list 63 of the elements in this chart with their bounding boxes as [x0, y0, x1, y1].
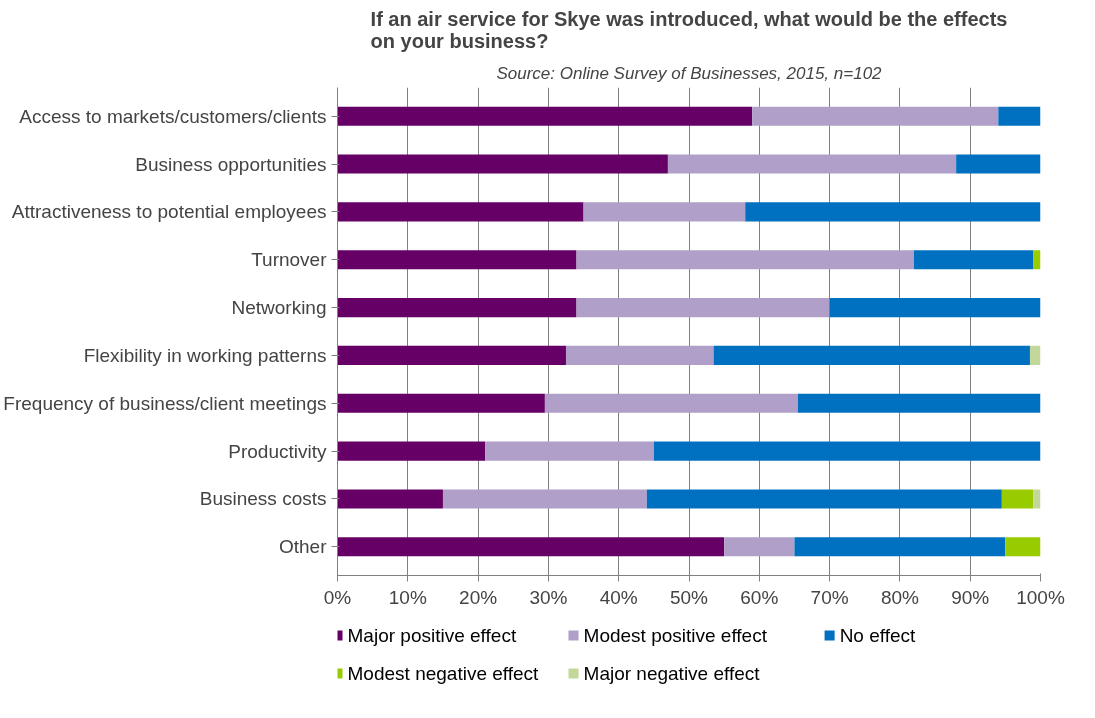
bar: [337, 298, 577, 318]
legend-label: Major negative effect: [583, 663, 761, 684]
y-tick-label: Business opportunities: [135, 153, 327, 175]
legend-label: Major positive effect: [347, 625, 517, 646]
bar: [337, 537, 725, 557]
bar: [337, 489, 443, 509]
bar: [485, 441, 654, 461]
bar: [1005, 537, 1041, 557]
y-tick-label: Attractiveness to potential employees: [11, 201, 327, 223]
bar: [337, 393, 545, 413]
bar: [337, 154, 668, 174]
y-tick-label: Flexibility in working patterns: [83, 344, 327, 366]
y-tick-label: Frequency of business/client meetings: [3, 392, 327, 414]
bar: [724, 537, 795, 557]
x-tick-label: 80%: [880, 586, 920, 608]
bar: [797, 393, 1041, 413]
bar: [442, 489, 647, 509]
bar: [337, 441, 486, 461]
bar: [1001, 489, 1034, 509]
bar: [646, 489, 1002, 509]
x-tick-label: 90%: [951, 586, 990, 608]
chart-title: If an air service for Skye was introduced, what would be the effects on your business?: [370, 7, 1008, 52]
bar: [956, 154, 1041, 174]
bar: [576, 250, 914, 270]
x-tick-label: 0%: [323, 586, 352, 608]
bar: [1033, 489, 1041, 509]
bar: [752, 106, 999, 126]
bar: [337, 106, 753, 126]
bar: [576, 298, 830, 318]
bar: [1033, 250, 1041, 270]
bar: [713, 345, 1030, 365]
y-tick-label: Business costs: [199, 488, 327, 510]
x-tick-label: 30%: [529, 586, 568, 608]
bar: [337, 345, 566, 365]
legend-label: Modest negative effect: [347, 663, 540, 684]
legend-label: Modest positive effect: [583, 625, 768, 646]
y-tick-label: Access to markets/customers/clients: [19, 105, 327, 127]
x-tick-label: 40%: [599, 586, 638, 608]
y-tick-label: Other: [278, 536, 328, 558]
bar: [794, 537, 1006, 557]
bar: [544, 393, 798, 413]
bar: [667, 154, 957, 174]
bar: [913, 250, 1034, 270]
chart-subtitle: Source: Online Survey of Businesses, 2015, n=102: [496, 63, 883, 83]
bar: [998, 106, 1041, 126]
x-tick-label: 20%: [459, 586, 498, 608]
bar: [653, 441, 1041, 461]
bar: [745, 202, 1041, 222]
bar: [583, 202, 746, 222]
legend-label: No effect: [839, 625, 917, 646]
bar: [565, 345, 714, 365]
bar: [337, 202, 584, 222]
bar: [1029, 345, 1041, 365]
bar: [829, 298, 1041, 318]
x-tick-label: 60%: [740, 586, 779, 608]
x-tick-label: 70%: [810, 586, 849, 608]
bar: [337, 250, 577, 270]
y-tick-label: Productivity: [228, 440, 327, 462]
x-tick-label: 100%: [1016, 586, 1065, 608]
x-tick-label: 10%: [388, 586, 427, 608]
y-tick-label: Networking: [231, 297, 327, 319]
y-tick-label: Turnover: [251, 249, 328, 271]
x-tick-label: 50%: [669, 586, 709, 608]
